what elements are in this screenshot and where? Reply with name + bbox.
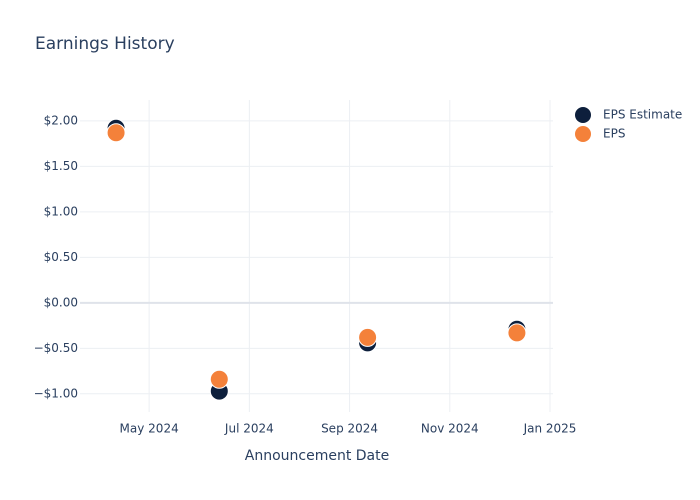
y-tick-label: $2.00 [44, 113, 78, 127]
x-tick-label: Jan 2025 [523, 422, 577, 436]
data-point [507, 323, 527, 343]
legend-marker [575, 107, 591, 123]
legend-label: EPS Estimate [603, 108, 682, 122]
y-tick-label: −$0.50 [34, 341, 78, 355]
legend-marker [575, 126, 591, 142]
y-tick-label: $0.50 [44, 250, 78, 264]
x-tick-label: Sep 2024 [321, 422, 378, 436]
y-tick-label: −$1.00 [34, 386, 78, 400]
data-point [358, 327, 378, 347]
legend-label: EPS [603, 127, 625, 141]
data-point [106, 123, 126, 143]
x-axis-label: Announcement Date [245, 448, 389, 464]
chart-title: Earnings History [35, 34, 175, 54]
y-tick-label: $1.00 [44, 204, 78, 218]
y-tick-label: $1.50 [44, 159, 78, 173]
y-tick-label: $0.00 [44, 295, 78, 309]
x-tick-label: Nov 2024 [421, 422, 479, 436]
data-point [209, 369, 229, 389]
x-tick-label: May 2024 [120, 422, 179, 436]
x-tick-label: Jul 2024 [224, 422, 274, 436]
